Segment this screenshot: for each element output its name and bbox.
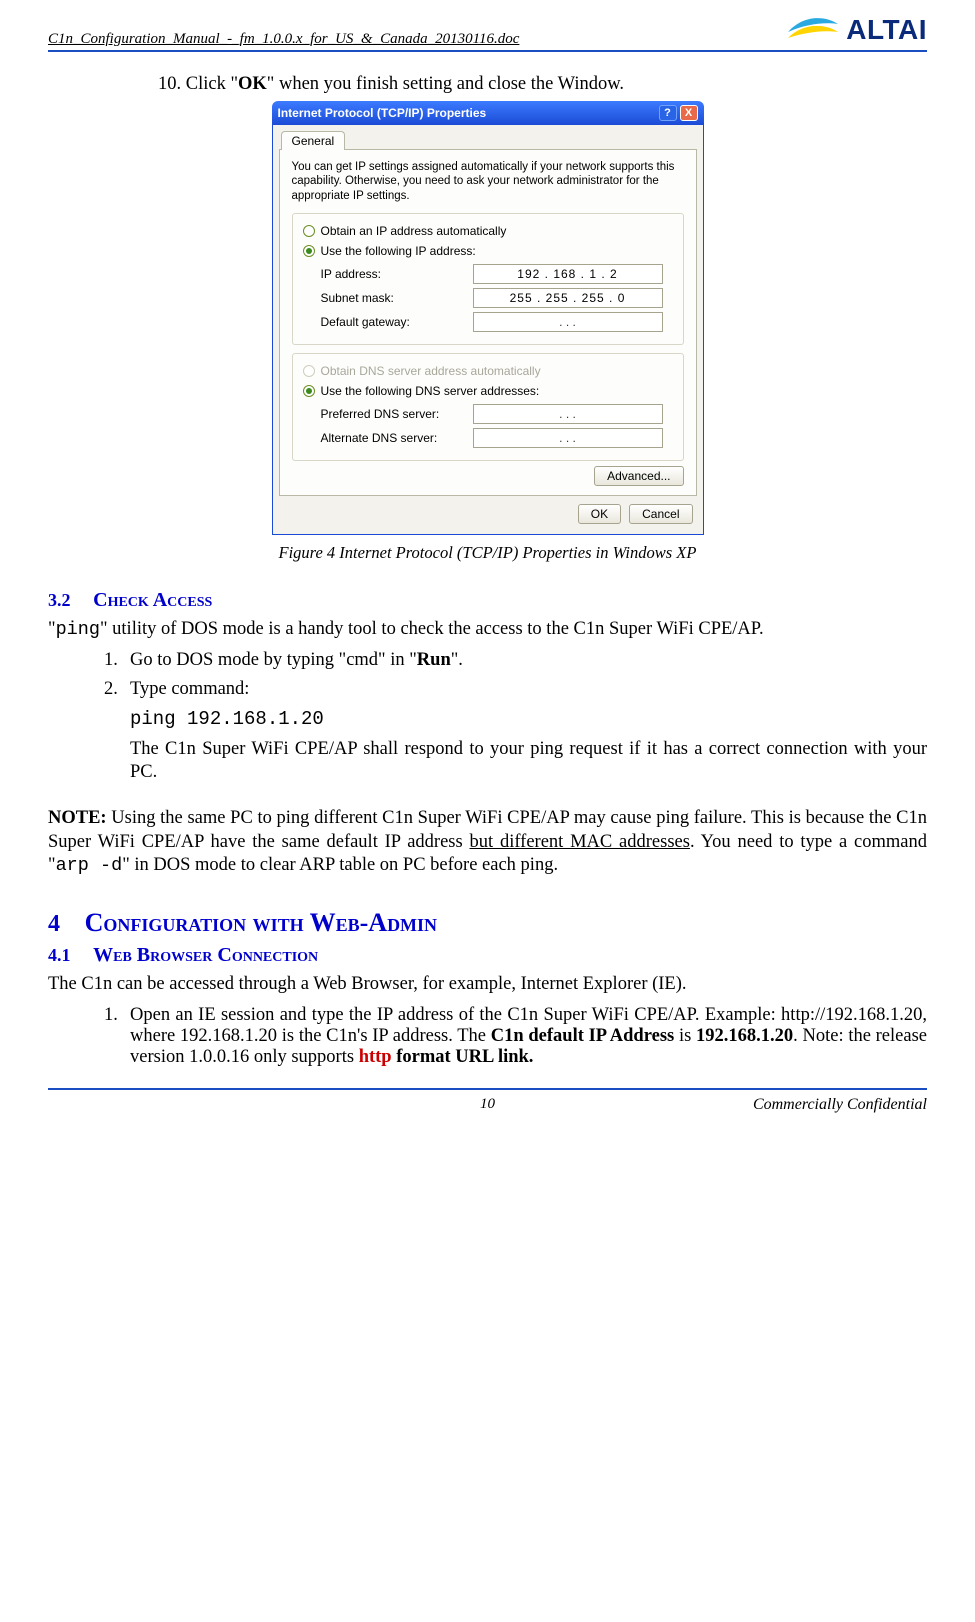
heading-4-title: Configuration with Web-Admin bbox=[85, 908, 437, 937]
radio-use-dns[interactable]: Use the following DNS server addresses: bbox=[303, 384, 673, 398]
figure-caption: Figure 4 Internet Protocol (TCP/IP) Prop… bbox=[48, 543, 927, 563]
heading-3-2-num: 3.2 bbox=[48, 590, 71, 610]
alternate-dns-label: Alternate DNS server: bbox=[303, 431, 473, 445]
step-10-ok: OK bbox=[238, 74, 267, 94]
step-10-suffix: " when you finish setting and close the … bbox=[267, 74, 624, 94]
subnet-mask-label: Subnet mask: bbox=[303, 291, 473, 305]
sec41-intro: The C1n can be accessed through a Web Br… bbox=[48, 973, 927, 997]
note-paragraph: NOTE: Using the same PC to ping differen… bbox=[48, 807, 927, 878]
dialog-description: You can get IP settings assigned automat… bbox=[292, 160, 684, 203]
sec32-item-2: 2. Type command: bbox=[104, 679, 927, 700]
heading-4-1-num: 4.1 bbox=[48, 945, 71, 965]
preferred-dns-input[interactable]: . . . bbox=[473, 404, 663, 424]
radio-use-ip[interactable]: Use the following IP address: bbox=[303, 244, 673, 258]
alternate-dns-input[interactable]: . . . bbox=[473, 428, 663, 448]
brand-logo: ALTAI bbox=[786, 12, 927, 48]
ok-button[interactable]: OK bbox=[578, 504, 621, 524]
ping-command: ping 192.168.1.20 bbox=[130, 708, 927, 730]
tab-general[interactable]: General bbox=[281, 131, 346, 150]
help-button[interactable]: ? bbox=[659, 105, 677, 121]
step-10-text: 10. Click "OK" when you finish setting a… bbox=[158, 74, 927, 95]
subnet-mask-input[interactable]: 255 . 255 . 255 . 0 bbox=[473, 288, 663, 308]
logo-swoosh-icon bbox=[786, 12, 840, 48]
dialog-title: Internet Protocol (TCP/IP) Properties bbox=[278, 106, 487, 120]
sec32-item-1: 1. Go to DOS mode by typing "cmd" in "Ru… bbox=[104, 650, 927, 671]
page-header: C1n_Configuration_Manual_-_fm_1.0.0.x_fo… bbox=[48, 12, 927, 52]
sec32-intro: "ping" utility of DOS mode is a handy to… bbox=[48, 618, 927, 642]
heading-3-2-title: Check Access bbox=[93, 589, 212, 611]
radio-icon-selected bbox=[303, 385, 315, 397]
sec41-item-1: 1. Open an IE session and type the IP ad… bbox=[104, 1005, 927, 1068]
heading-3-2: 3.2 Check Access bbox=[48, 589, 927, 612]
radio-use-dns-label: Use the following DNS server addresses: bbox=[321, 384, 540, 398]
radio-obtain-ip[interactable]: Obtain an IP address automatically bbox=[303, 224, 673, 238]
preferred-dns-label: Preferred DNS server: bbox=[303, 407, 473, 421]
doc-filename: C1n_Configuration_Manual_-_fm_1.0.0.x_fo… bbox=[48, 31, 519, 48]
heading-4-num: 4 bbox=[48, 911, 60, 937]
radio-use-ip-label: Use the following IP address: bbox=[321, 244, 476, 258]
radio-obtain-dns-label: Obtain DNS server address automatically bbox=[321, 364, 541, 378]
radio-icon bbox=[303, 225, 315, 237]
dialog-titlebar: Internet Protocol (TCP/IP) Properties ? … bbox=[272, 101, 704, 125]
sec32-item-2-body: The C1n Super WiFi CPE/AP shall respond … bbox=[130, 738, 927, 785]
heading-4: 4 Configuration with Web-Admin bbox=[48, 908, 927, 938]
close-button[interactable]: X bbox=[680, 105, 698, 121]
step-10-prefix: 10. Click " bbox=[158, 74, 238, 94]
page-number: 10 bbox=[248, 1096, 727, 1113]
confidential-label: Commercially Confidential bbox=[727, 1096, 927, 1114]
heading-4-1: 4.1 Web Browser Connection bbox=[48, 944, 927, 967]
advanced-button[interactable]: Advanced... bbox=[594, 466, 683, 486]
radio-icon-disabled bbox=[303, 365, 315, 377]
default-gateway-label: Default gateway: bbox=[303, 315, 473, 329]
radio-icon-selected bbox=[303, 245, 315, 257]
tcpip-dialog: Internet Protocol (TCP/IP) Properties ? … bbox=[272, 101, 704, 535]
radio-obtain-ip-label: Obtain an IP address automatically bbox=[321, 224, 507, 238]
ip-address-label: IP address: bbox=[303, 267, 473, 281]
cancel-button[interactable]: Cancel bbox=[629, 504, 692, 524]
ip-address-input[interactable]: 192 . 168 . 1 . 2 bbox=[473, 264, 663, 284]
radio-obtain-dns: Obtain DNS server address automatically bbox=[303, 364, 673, 378]
page-footer: 10 Commercially Confidential bbox=[48, 1088, 927, 1114]
heading-4-1-title: Web Browser Connection bbox=[93, 944, 318, 966]
logo-text: ALTAI bbox=[846, 14, 927, 46]
default-gateway-input[interactable]: . . . bbox=[473, 312, 663, 332]
